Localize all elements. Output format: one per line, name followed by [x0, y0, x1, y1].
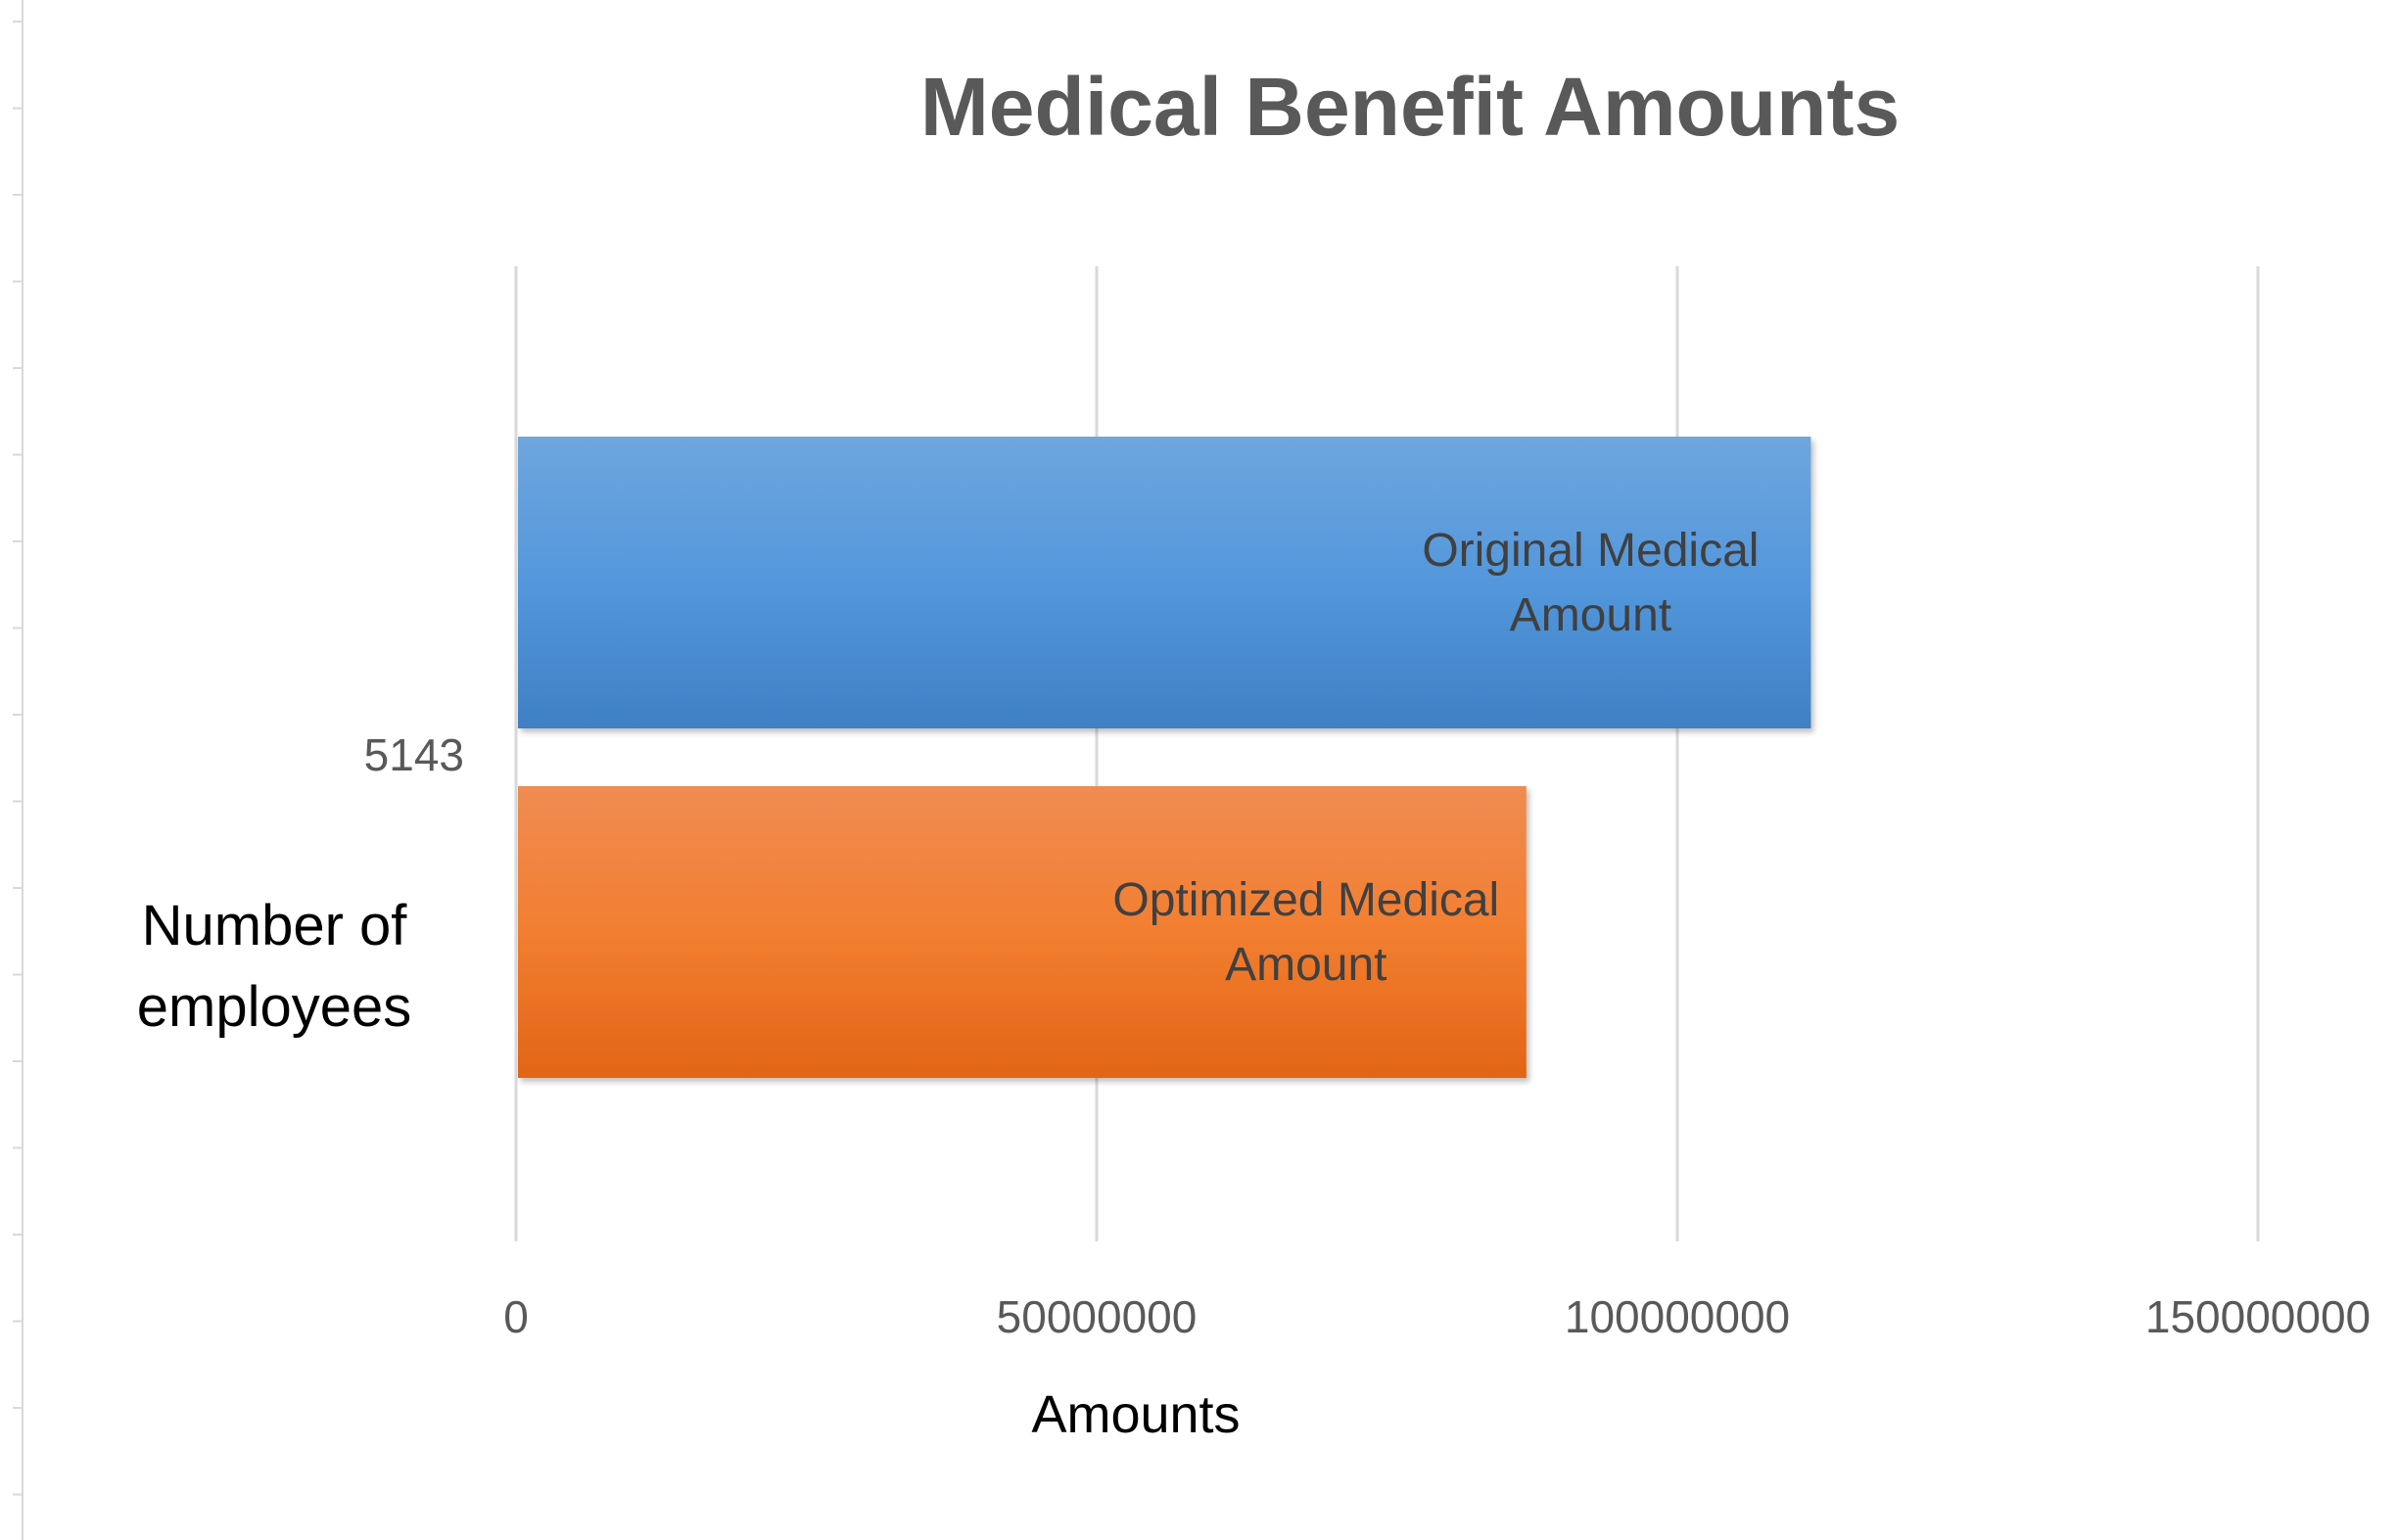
chart-title: Medical Benefit Amounts: [920, 61, 1900, 153]
bar-data-label: Optimized Medical: [1112, 874, 1499, 926]
bar: [518, 786, 1527, 1078]
y-axis-title: Number of employees: [137, 894, 411, 1039]
bar-group: Optimized Medical Amount: [518, 786, 1527, 1078]
x-tick-label: 150000000: [2145, 1291, 2371, 1342]
bar-data-label: Amount: [1510, 589, 1671, 641]
x-tick-labels: 0 50000000 100000000 150000000: [503, 1291, 2371, 1342]
gridlines: [514, 266, 2260, 1241]
bar-group: Original Medical Amount: [518, 437, 1811, 728]
bar-data-label: Original Medical: [1422, 525, 1759, 577]
y-tick-label: 5143: [364, 729, 464, 780]
left-edge-ruler: [13, 0, 24, 1540]
bars: Original Medical Amount Optimized Medical A…: [518, 437, 1811, 1078]
bar: [518, 437, 1811, 728]
x-axis-title: Amounts: [1031, 1385, 1240, 1444]
bar-data-label: Amount: [1225, 939, 1386, 991]
x-tick-label: 50000000: [997, 1291, 1198, 1342]
y-tick-labels: 5143: [364, 729, 464, 780]
x-tick-label: 100000000: [1565, 1291, 1790, 1342]
x-tick-label: 0: [503, 1291, 529, 1342]
